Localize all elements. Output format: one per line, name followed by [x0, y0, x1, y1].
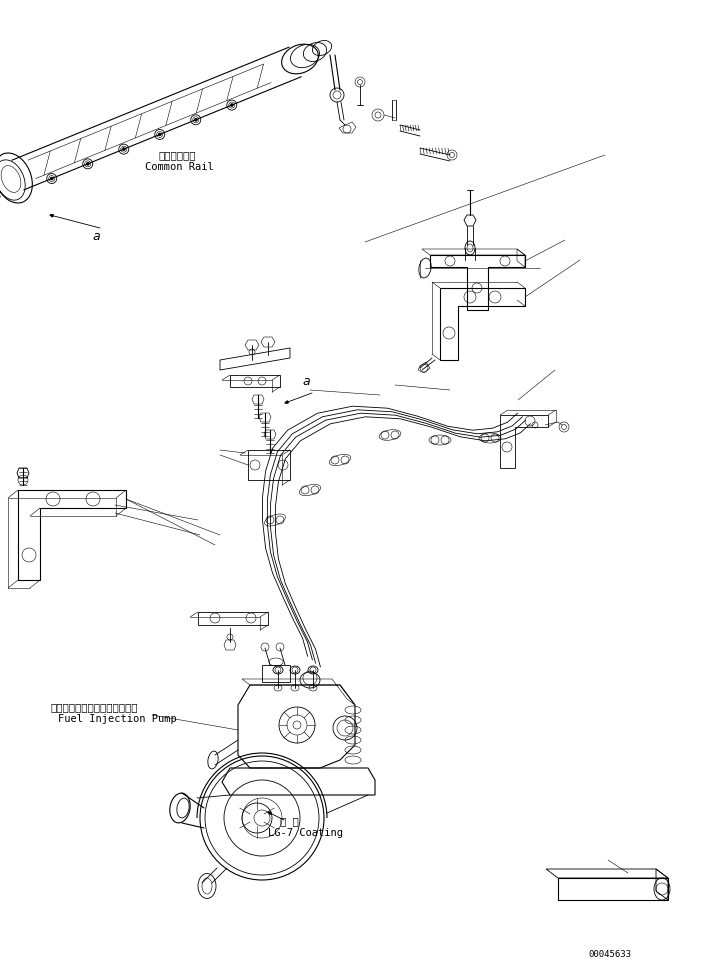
Circle shape	[158, 133, 161, 136]
Circle shape	[231, 103, 234, 106]
Polygon shape	[285, 400, 288, 403]
Text: コモンレール: コモンレール	[158, 150, 195, 160]
Text: 塗 布: 塗 布	[280, 816, 299, 826]
Text: a: a	[92, 230, 100, 243]
Text: Fuel Injection Pump: Fuel Injection Pump	[58, 714, 176, 724]
Polygon shape	[268, 812, 271, 814]
Circle shape	[86, 162, 89, 165]
Text: LG-7 Coating: LG-7 Coating	[268, 828, 343, 838]
Circle shape	[194, 119, 197, 122]
Text: Common Rail: Common Rail	[145, 162, 214, 172]
Text: 00045633: 00045633	[588, 950, 631, 959]
Text: フェルインジェクションポンプ: フェルインジェクションポンプ	[50, 702, 137, 712]
Polygon shape	[50, 214, 54, 217]
Circle shape	[50, 177, 54, 180]
Circle shape	[122, 148, 125, 151]
Text: a: a	[302, 375, 309, 388]
